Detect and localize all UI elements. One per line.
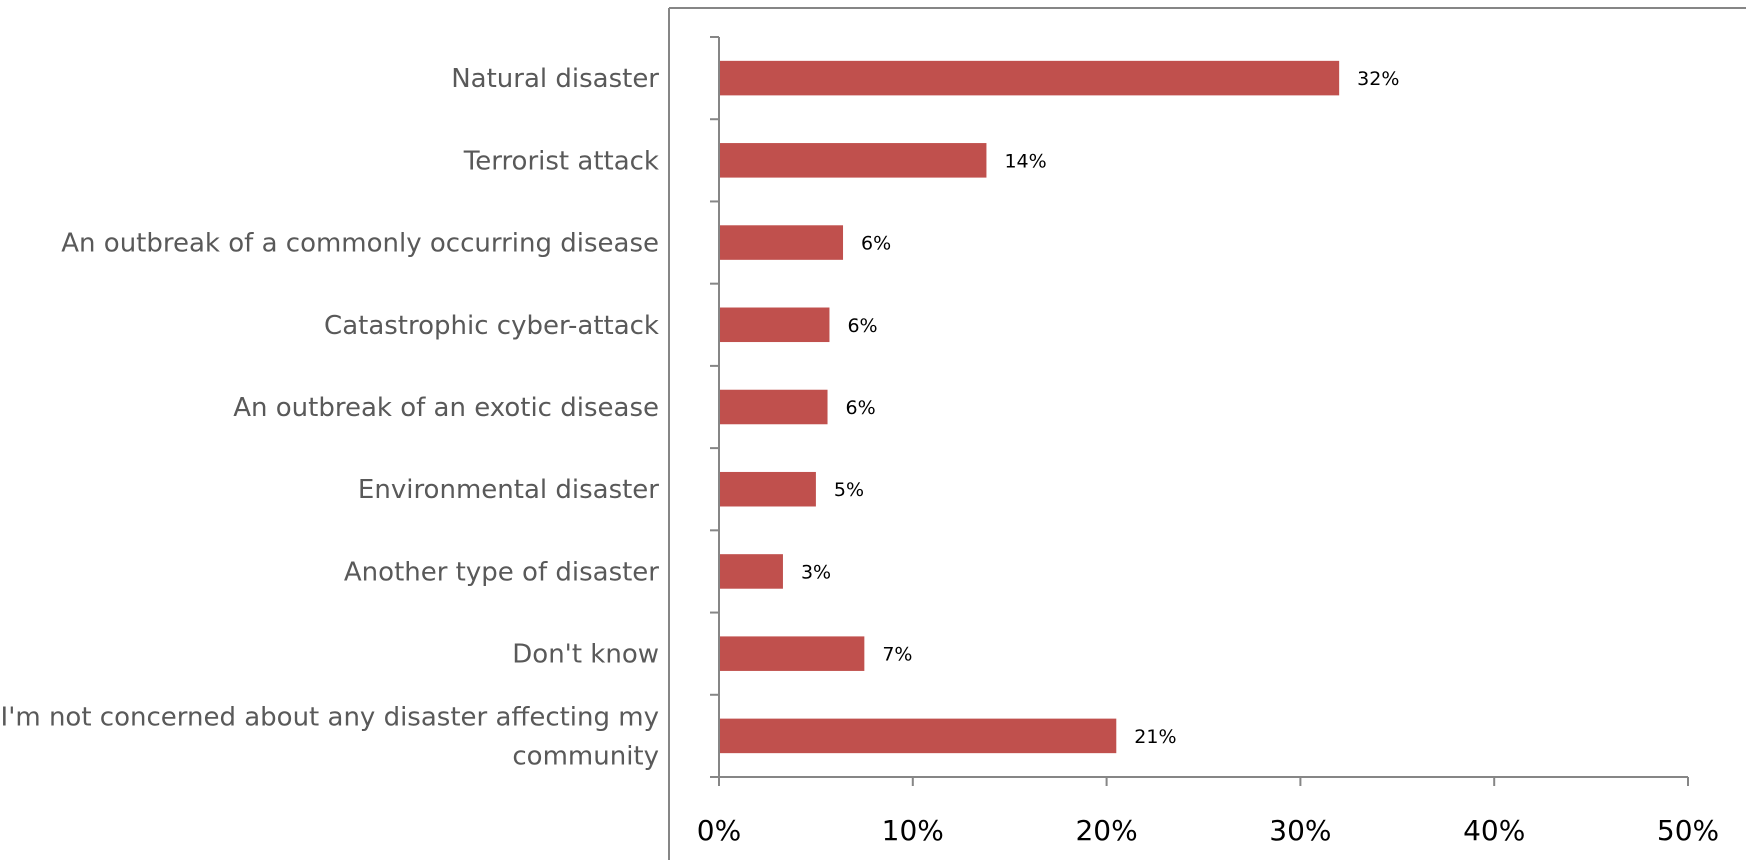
- chart-bars: [720, 60, 1340, 754]
- data-label: 3%: [801, 561, 831, 583]
- x-tick-label: 30%: [1269, 814, 1331, 847]
- data-label: 32%: [1357, 68, 1399, 90]
- bar: [720, 225, 844, 260]
- x-tick-label: 20%: [1075, 814, 1137, 847]
- data-label: 6%: [861, 233, 891, 255]
- category-label: Don't know: [512, 640, 659, 670]
- data-label: 7%: [882, 644, 912, 666]
- category-label: Another type of disaster: [344, 557, 659, 587]
- data-label: 6%: [847, 315, 877, 337]
- data-label: 6%: [846, 397, 876, 419]
- bar: [720, 307, 830, 343]
- chart-labels: 0% 10% 20% 30% 40% 50% 32% Natural disaster 14% T…: [1, 64, 1720, 847]
- category-label: Environmental disaster: [358, 475, 659, 505]
- category-label: Natural disaster: [451, 64, 659, 94]
- category-label: community: [512, 741, 659, 771]
- x-tick-label: 0%: [697, 814, 741, 847]
- category-label: Terrorist attack: [463, 146, 659, 176]
- bar: [720, 718, 1117, 754]
- data-label: 5%: [834, 479, 864, 501]
- x-tick-label: 50%: [1657, 814, 1719, 847]
- category-label: An outbreak of a commonly occurring dise…: [61, 229, 659, 259]
- bar: [720, 143, 987, 178]
- x-tick-label: 10%: [882, 814, 944, 847]
- bar: [720, 389, 828, 425]
- category-label: I'm not concerned about any disaster aff…: [1, 702, 659, 732]
- bar: [720, 471, 816, 507]
- chart-axes: [710, 36, 1689, 786]
- data-label: 14%: [1004, 150, 1046, 172]
- x-tick-label: 40%: [1463, 814, 1525, 847]
- data-label: 21%: [1134, 726, 1176, 748]
- bar: [720, 60, 1340, 96]
- bar: [720, 636, 865, 671]
- category-label: An outbreak of an exotic disease: [233, 393, 659, 423]
- bar: [720, 554, 783, 589]
- category-label: Catastrophic cyber-attack: [324, 311, 659, 341]
